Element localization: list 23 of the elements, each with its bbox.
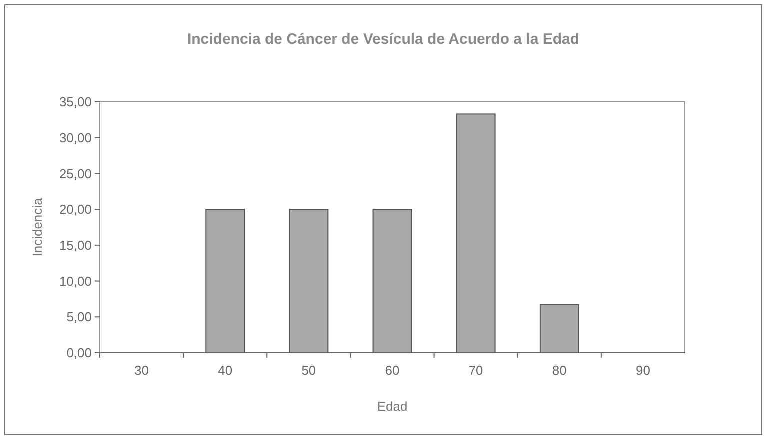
- x-tick-label: 30: [134, 363, 150, 378]
- bar: [372, 209, 412, 354]
- x-tick-label: 90: [636, 363, 650, 378]
- y-tick-label: 25,00: [59, 166, 92, 182]
- y-tick-label: 0,00: [66, 346, 92, 361]
- bar: [206, 209, 246, 354]
- y-tick-label: 30,00: [59, 130, 92, 146]
- y-tick-label: 5,00: [66, 310, 92, 325]
- x-tick-label: 60: [385, 363, 400, 378]
- bar: [540, 304, 580, 354]
- y-tick-label: 35,00: [59, 94, 92, 110]
- x-axis-title: Edad: [377, 399, 408, 414]
- bar: [456, 114, 496, 354]
- bar: [289, 209, 329, 354]
- y-axis-title: Incidencia: [30, 197, 45, 257]
- x-tick-label: 40: [218, 363, 233, 378]
- x-tick-label: 70: [468, 363, 484, 378]
- chart-title: Incidencia de Cáncer de Vesícula de Acuerdo a la Edad: [187, 31, 580, 48]
- y-tick-label: 15,00: [59, 238, 92, 253]
- x-tick-label: 50: [302, 363, 316, 378]
- x-tick-label: 80: [552, 363, 567, 378]
- y-tick-label: 10,00: [59, 274, 92, 289]
- y-tick-label: 20,00: [59, 202, 92, 218]
